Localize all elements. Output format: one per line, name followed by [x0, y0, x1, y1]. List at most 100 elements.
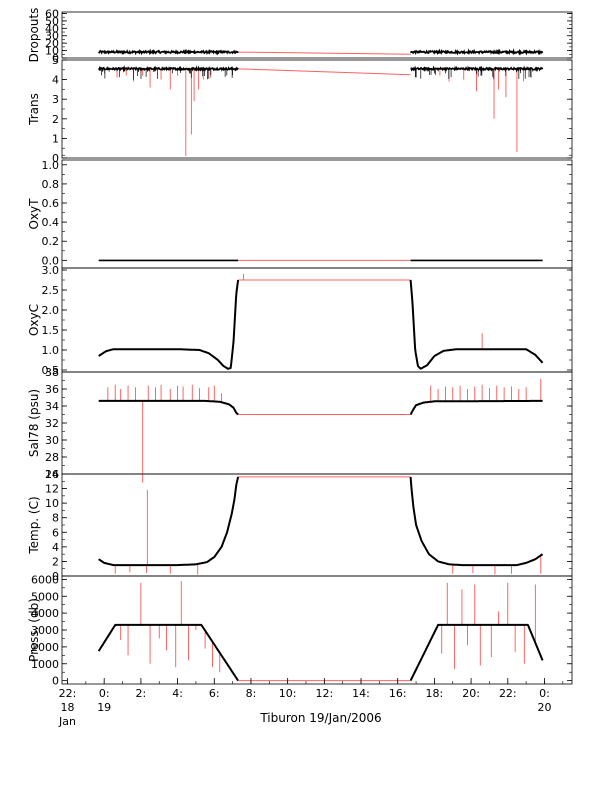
ytick-label-temperature: 10 — [45, 497, 59, 510]
ylabel-temperature: Temp. (C) — [27, 496, 41, 554]
ytick-label-trans: 3 — [52, 93, 59, 106]
panel-oxyt: 0.0 0.2 0.4 0.6 0.8 1.0 OxyT — [27, 154, 573, 269]
ytick-label-salinity: 36 — [45, 383, 59, 396]
ytick-label-salinity: 28 — [45, 451, 59, 464]
ytick-label-trans: 5 — [52, 54, 59, 67]
panel-frame-dropouts — [61, 11, 573, 59]
ytick-label-pressure: 1000 — [31, 658, 59, 671]
ytick-label-oxyt: 0.8 — [42, 178, 60, 191]
xtick-label: 20: — [462, 687, 480, 700]
ytick-label-oxyc: 3.0 — [42, 264, 60, 277]
ytick-label-salinity: 38 — [45, 366, 59, 379]
ytick-label-pressure: 4000 — [31, 607, 59, 620]
series-oxyc — [409, 279, 544, 370]
ytick-label-dropouts: 40 — [45, 22, 59, 35]
ytick-label-trans: 1 — [52, 132, 59, 145]
xtick-label: 22: — [499, 687, 517, 700]
xtick-label: 2: — [136, 687, 147, 700]
ytick-label-salinity: 32 — [45, 417, 59, 430]
ytick-label-dropouts: 20 — [45, 37, 59, 50]
ytick-label-oxyc: 2.5 — [42, 284, 60, 297]
ytick-label-pressure: 2000 — [31, 641, 59, 654]
ytick-label-temperature: 8 — [52, 512, 59, 525]
ytick-label-dropouts: 0 — [52, 52, 59, 65]
series-dropouts — [98, 48, 239, 56]
series-pressure — [97, 623, 239, 682]
panel-frame-oxyt — [61, 159, 573, 269]
xtick-label: 20 — [537, 701, 551, 714]
ylabel-salinity: Sal78 (psu) — [27, 389, 41, 457]
xtick-label: 12: — [315, 687, 333, 700]
ytick-label-temperature: 4 — [52, 541, 59, 554]
series-salinity — [98, 399, 239, 416]
panel-salinity: 26 28 30 32 34 36 38 Sal78 (psu) — [27, 366, 573, 483]
ylabel-oxyt: OxyT — [27, 198, 41, 230]
panel-oxyc: 0.5 1.0 1.5 2.0 2.5 3.0 OxyC — [27, 264, 573, 377]
ytick-label-salinity: 30 — [45, 434, 59, 447]
ytick-label-dropouts: 60 — [45, 7, 59, 20]
ytick-label-pressure: 5000 — [31, 590, 59, 603]
panel-trans: 0 1 2 3 4 5 Trans — [27, 54, 573, 165]
chart-panels: 0102030405060Dropouts012345Trans0.00.20.… — [27, 7, 573, 688]
ytick-label-oxyt: 0.2 — [42, 235, 60, 248]
xtick-label: 10: — [279, 687, 297, 700]
ytick-label-oxyc: 0.5 — [42, 364, 60, 377]
xtick-label: 22: — [59, 687, 77, 700]
xtick-label: 4: — [172, 687, 183, 700]
ylabel-pressure: Press. (db) — [27, 598, 41, 662]
ytick-label-pressure: 0 — [52, 675, 59, 688]
ytick-label-temperature: 0 — [52, 570, 59, 583]
ytick-label-temperature: 6 — [52, 526, 59, 539]
ytick-label-dropouts: 50 — [45, 15, 59, 28]
ytick-label-oxyt: 0.0 — [42, 254, 60, 267]
ytick-label-oxyc: 2.0 — [42, 304, 60, 317]
ytick-label-temperature: 14 — [45, 468, 59, 481]
ylabel-trans: Trans — [27, 93, 41, 126]
panel-frame-pressure — [61, 575, 573, 685]
xtick-label: 0: — [99, 687, 110, 700]
ytick-label-dropouts: 30 — [45, 30, 59, 43]
xtick-label: 19 — [97, 701, 111, 714]
ytick-label-oxyc: 1.0 — [42, 344, 60, 357]
series-dropouts — [409, 48, 544, 56]
xtick-label: 16: — [389, 687, 407, 700]
xtick-label: 8: — [246, 687, 257, 700]
gap-line-dropouts — [238, 51, 411, 55]
ytick-label-temperature: 2 — [52, 555, 59, 568]
ytick-label-salinity: 34 — [45, 400, 59, 413]
panel-frame-salinity — [61, 371, 573, 475]
xtick-label: 18 — [61, 701, 75, 714]
series-trans — [98, 64, 239, 73]
ytick-label-oxyt: 0.4 — [42, 216, 60, 229]
ytick-label-trans: 4 — [52, 74, 59, 87]
series-temperature — [409, 476, 544, 567]
ytick-label-trans: 0 — [52, 152, 59, 165]
ytick-label-temperature: 12 — [45, 483, 59, 496]
panel-frame-oxyc — [61, 267, 573, 373]
xtick-label: 18: — [426, 687, 444, 700]
ylabel-dropouts: Dropouts — [27, 8, 41, 63]
ytick-label-pressure: 3000 — [31, 624, 59, 637]
ytick-label-pressure: 6000 — [31, 573, 59, 586]
panel-frame-trans — [61, 59, 573, 159]
ytick-label-trans: 2 — [52, 113, 59, 126]
x-axis-label: Tiburon 19/Jan/2006 — [259, 711, 381, 725]
ytick-label-oxyt: 0.6 — [42, 197, 60, 210]
series-salinity — [409, 399, 543, 415]
xtick-label: 0: — [539, 687, 550, 700]
ylabel-oxyc: OxyC — [27, 304, 41, 336]
series-pressure — [409, 623, 544, 682]
ytick-label-oxyt: 1.0 — [42, 159, 60, 172]
series-oxyc — [98, 279, 240, 370]
ytick-label-dropouts: 10 — [45, 45, 59, 58]
xtick-label: 6: — [209, 687, 220, 700]
panel-frame-temperature — [61, 473, 573, 577]
xtick-label: Jan — [58, 715, 76, 728]
ytick-label-oxyc: 1.5 — [42, 324, 60, 337]
series-temperature — [98, 476, 240, 567]
ytick-label-salinity: 26 — [45, 468, 59, 481]
